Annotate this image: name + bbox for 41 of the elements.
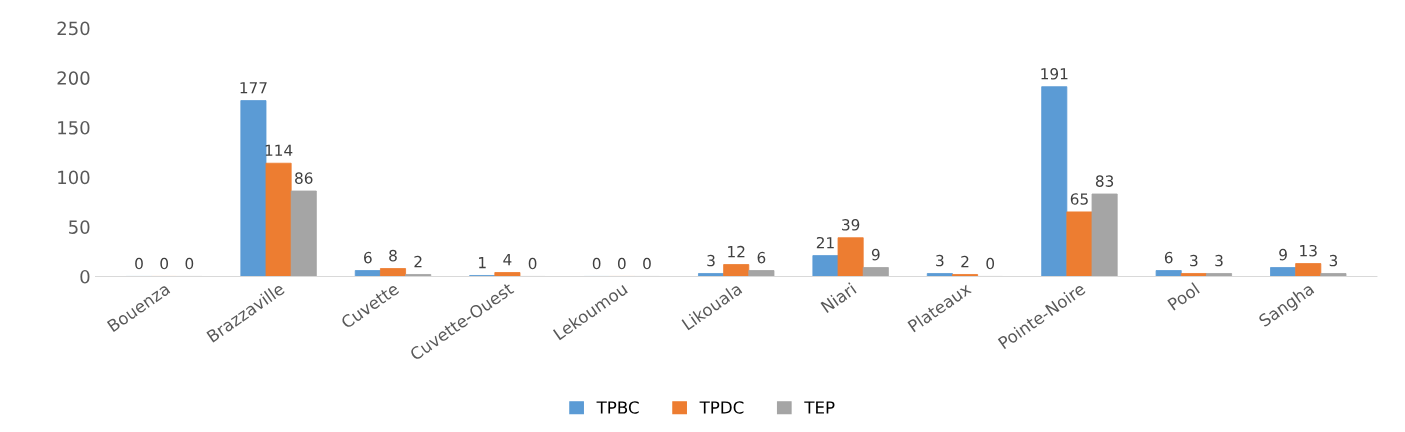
- data-label: 0: [643, 257, 651, 270]
- data-label: 21: [816, 236, 834, 249]
- data-label: 0: [528, 257, 537, 270]
- data-label: 191: [1041, 68, 1068, 80]
- data-label: 0: [986, 257, 995, 270]
- data-label: 0: [617, 257, 626, 270]
- y-tick-label: 150: [58, 120, 90, 135]
- data-label: 6: [364, 251, 372, 264]
- data-label: 86: [295, 172, 313, 184]
- legend-label: TPDC: [699, 401, 744, 414]
- data-label: 9: [1279, 248, 1287, 261]
- data-label: 2: [961, 255, 969, 268]
- data-label: 6: [1164, 251, 1173, 264]
- data-label: 3: [707, 254, 715, 267]
- data-label: 6: [757, 251, 766, 264]
- data-label: 3: [1215, 254, 1223, 267]
- data-label: 0: [160, 257, 169, 270]
- data-label: 39: [842, 219, 860, 231]
- data-label: 12: [728, 245, 745, 258]
- legend-label: TPBC: [596, 401, 639, 414]
- data-label: 2: [414, 255, 422, 268]
- data-label: 0: [592, 257, 601, 270]
- data-label: 3: [1190, 254, 1198, 267]
- y-tick-label: 250: [57, 21, 90, 36]
- legend-label: TEP: [804, 401, 835, 414]
- data-label: 65: [1070, 193, 1088, 205]
- data-label: 3: [1329, 254, 1338, 267]
- data-label: 4: [503, 254, 512, 266]
- data-label: 0: [135, 257, 143, 270]
- data-label: 3: [936, 254, 944, 267]
- y-tick-label: 200: [57, 71, 90, 85]
- data-label: 83: [1095, 175, 1114, 187]
- data-label: 177: [240, 82, 267, 94]
- data-label: 13: [1300, 244, 1317, 257]
- data-label: 8: [389, 249, 397, 262]
- data-label: 9: [871, 248, 880, 261]
- y-tick-label: 50: [69, 220, 90, 234]
- y-tick-label: 100: [58, 170, 90, 185]
- y-tick-label: 0: [80, 269, 90, 284]
- data-label: 0: [185, 257, 194, 270]
- data-label: 1: [479, 257, 486, 269]
